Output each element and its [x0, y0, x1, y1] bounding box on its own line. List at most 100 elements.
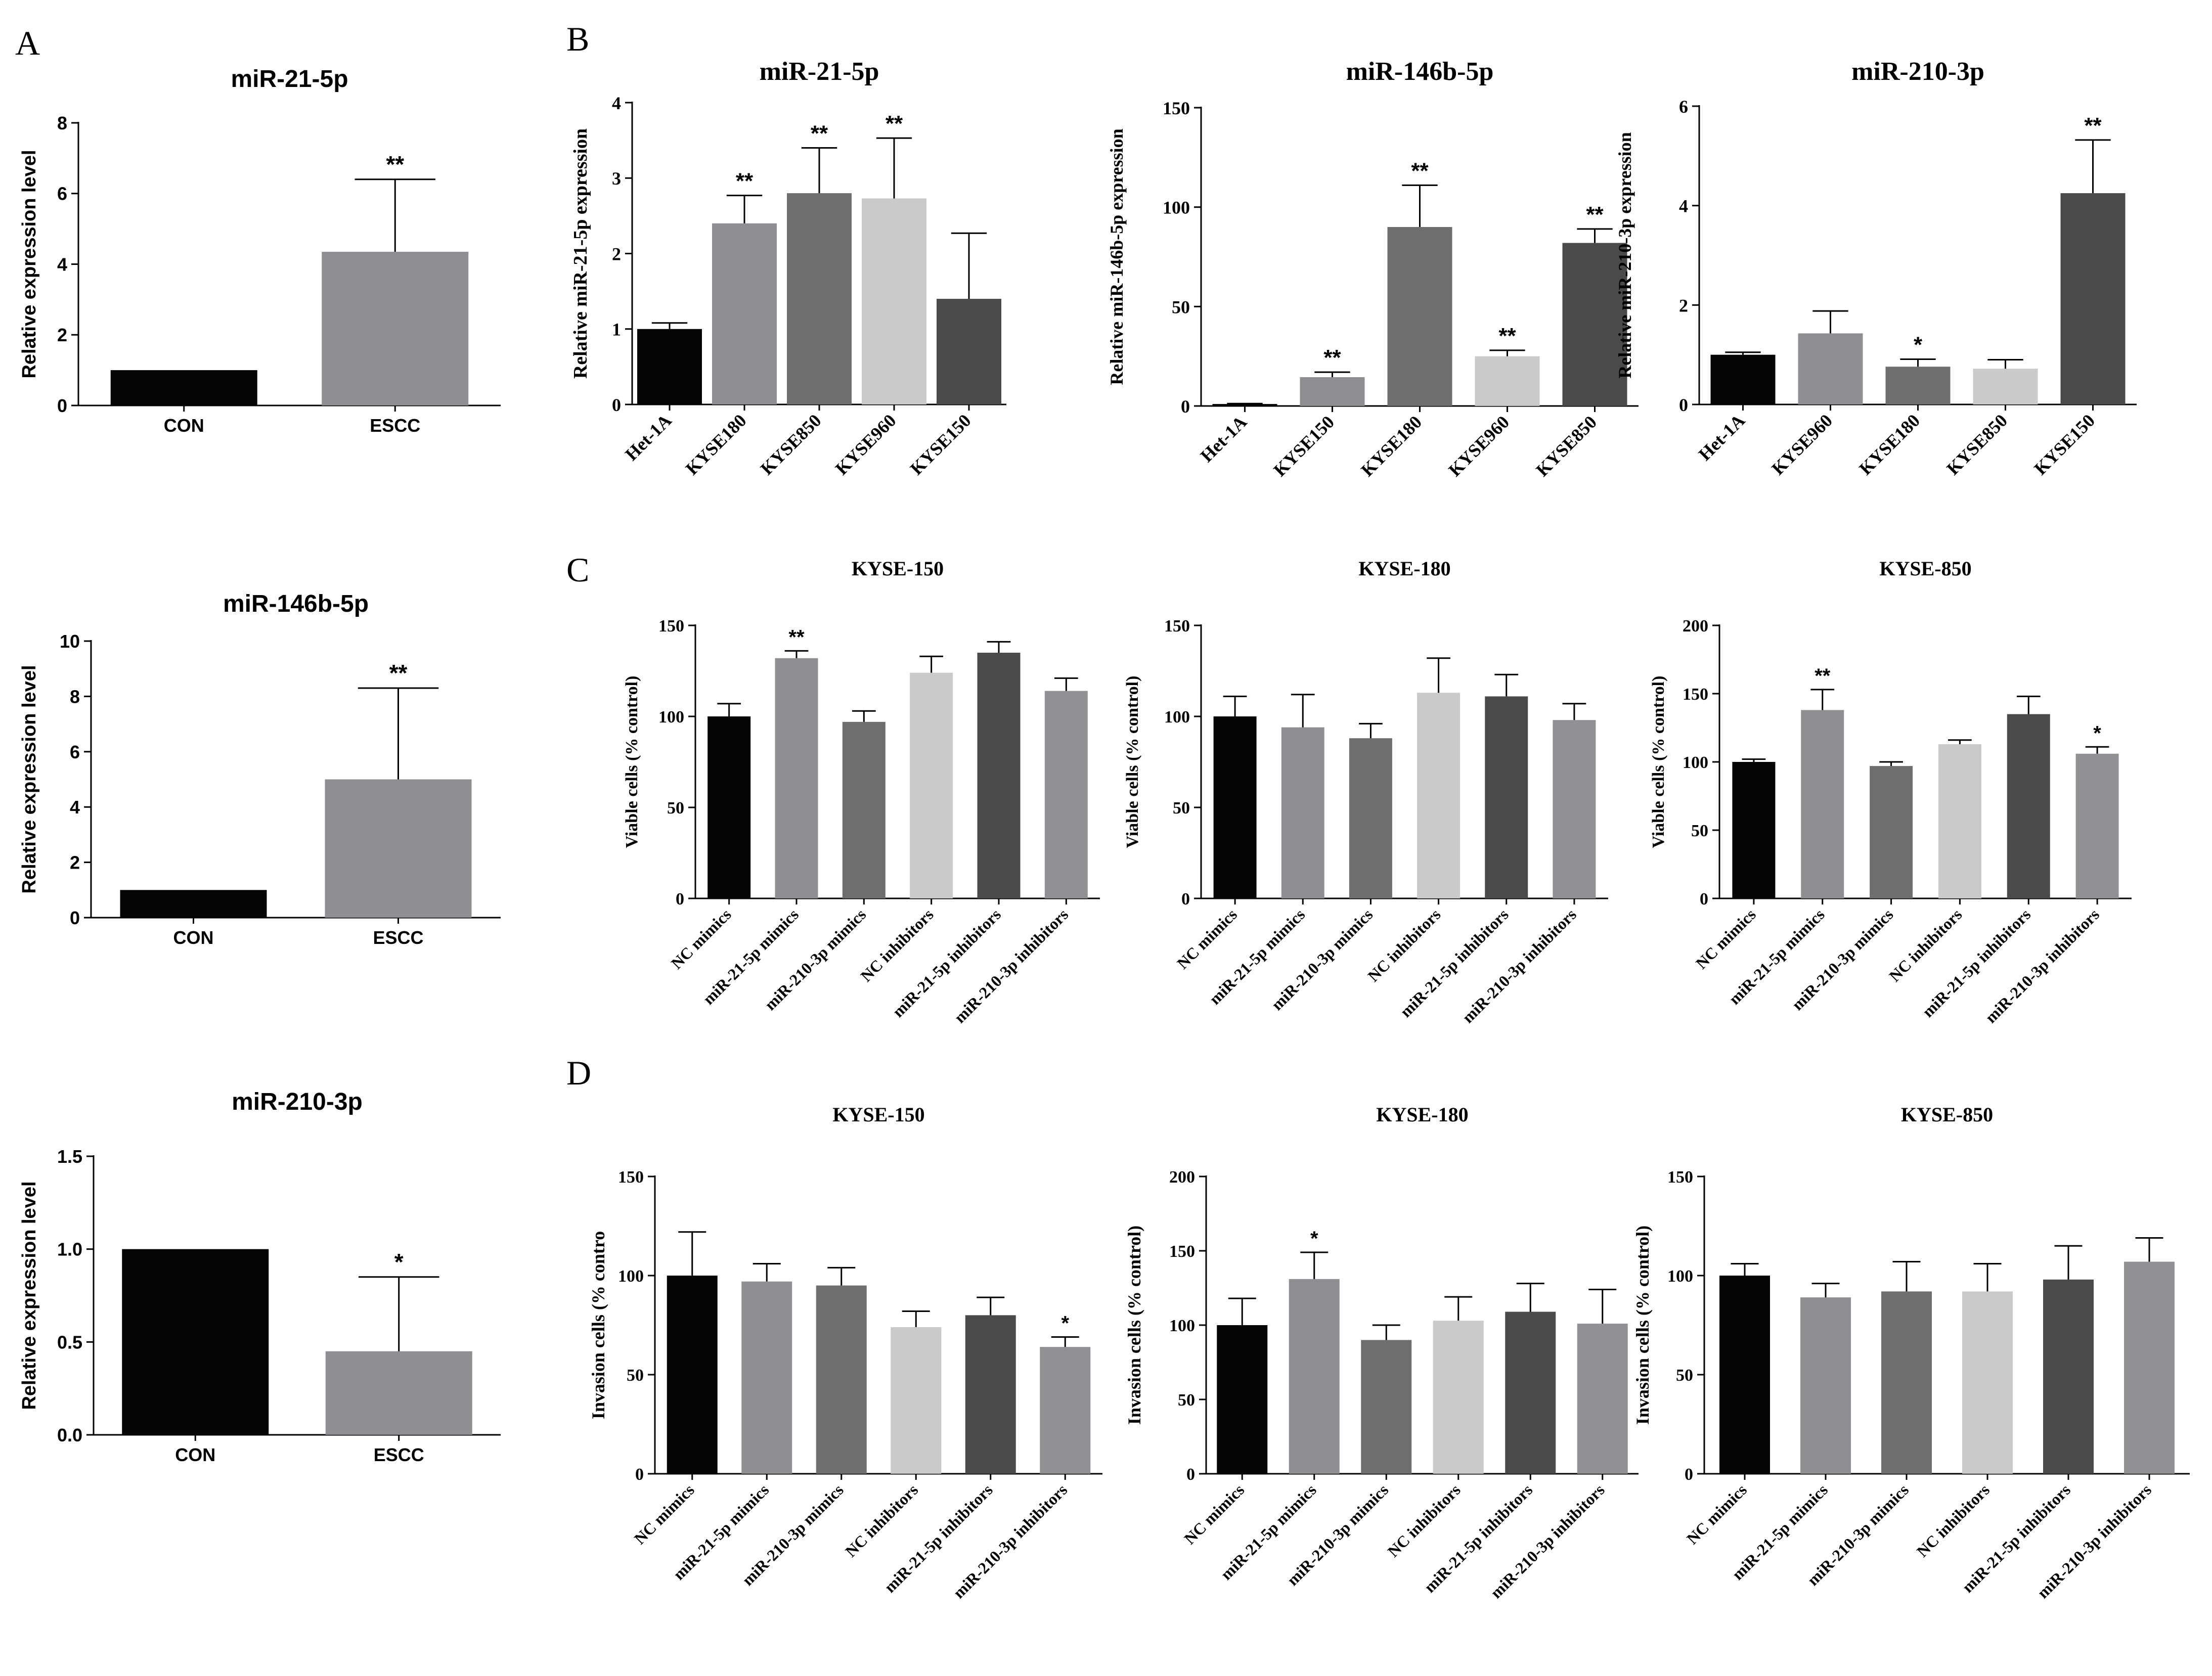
- y-tick-label-d3: 100: [1667, 1267, 1693, 1286]
- y-tick-label-c2: 50: [1173, 799, 1190, 818]
- bar-b3: [2060, 193, 2126, 404]
- y-tick-label-c1: 50: [667, 799, 684, 818]
- chart-title-a3: miR-210-3p: [232, 1089, 363, 1115]
- y-tick-label-b1: 0: [612, 395, 621, 415]
- chart-title-a2: miR-146b-5p: [223, 591, 369, 617]
- bar-c2: [1485, 696, 1528, 898]
- y-tick-label-b3: 2: [1679, 295, 1688, 315]
- category-label-a2: CON: [173, 927, 214, 948]
- bar-c1: [842, 721, 886, 898]
- bar-b2: [1300, 377, 1365, 406]
- chart-a2: miR-146b-5p Relative expression level 0 2 4 6…: [19, 591, 501, 948]
- y-axis-label-d1: Invasion cells (% contro: [588, 1231, 608, 1419]
- y-tick-label-a3: 0.5: [57, 1332, 82, 1352]
- y-axis-label-b1: Relative miR-21-5p expression: [570, 128, 591, 379]
- bar-d1: [816, 1285, 867, 1474]
- y-tick-label-c2: 150: [1164, 617, 1190, 636]
- bar-d3: [1881, 1291, 1932, 1474]
- bar-c3: [2007, 714, 2050, 898]
- y-tick-label-b1: 2: [612, 244, 621, 264]
- chart-title-c1: KYSE-150: [852, 557, 944, 580]
- bar-c1: [910, 672, 953, 898]
- bar-b2: [1475, 356, 1540, 406]
- y-tick-label-d2: 150: [1169, 1242, 1195, 1261]
- y-tick-label-c2: 0: [1181, 890, 1190, 909]
- bar-b1: [937, 299, 1001, 404]
- chart-title-b2: miR-146b-5p: [1346, 57, 1494, 86]
- bar-c3: [2075, 753, 2119, 898]
- bar-d1: [891, 1327, 942, 1474]
- bar-d3: [1962, 1291, 2013, 1474]
- chart-title-d2: KYSE-180: [1376, 1103, 1468, 1126]
- bar-b2: [1212, 404, 1277, 406]
- y-tick-label-a1: 0: [57, 395, 67, 416]
- y-tick-label-a2: 0: [70, 908, 80, 928]
- bar-c2: [1213, 716, 1257, 898]
- significance-marker-c3: *: [2093, 722, 2101, 744]
- significance-marker-b2: **: [1498, 324, 1516, 348]
- bar-d1: [741, 1281, 792, 1474]
- significance-marker-d2: *: [1310, 1228, 1318, 1250]
- y-tick-label-c1: 100: [658, 708, 684, 727]
- y-tick-label-b3: 0: [1679, 395, 1688, 415]
- significance-marker-b1: **: [736, 169, 754, 194]
- bar-b1: [637, 329, 702, 404]
- category-label-a3: ESCC: [374, 1444, 424, 1465]
- y-tick-label-d2: 50: [1178, 1391, 1195, 1410]
- bar-b1: [862, 198, 926, 404]
- bar-b2: [1387, 227, 1452, 406]
- chart-title-c2: KYSE-180: [1358, 557, 1450, 580]
- y-tick-label-a1: 8: [57, 113, 67, 133]
- y-tick-label-c3: 100: [1683, 753, 1708, 772]
- chart-title-d1: KYSE-150: [832, 1103, 924, 1126]
- bar-d1: [965, 1315, 1016, 1474]
- bar-b3: [1710, 354, 1776, 404]
- y-axis-label-b3: Relative miR-210-3p expression: [1615, 132, 1635, 378]
- chart-title-a1: miR-21-5p: [231, 66, 348, 93]
- significance-marker-d1: *: [1061, 1312, 1069, 1335]
- y-tick-label-a2: 4: [70, 797, 80, 818]
- bar-c1: [1044, 691, 1088, 898]
- bar-d3: [2043, 1279, 2094, 1474]
- bar-b3: [1798, 333, 1863, 404]
- y-axis-label-c3: Viable cells (% control): [1649, 676, 1668, 848]
- y-tick-label-a2: 2: [70, 852, 80, 873]
- bar-d2: [1505, 1311, 1556, 1474]
- y-tick-label-d2: 100: [1169, 1317, 1195, 1335]
- chart-a1: miR-21-5p Relative expression level 0 2 4 6 8 C…: [19, 66, 501, 436]
- y-tick-label-b3: 4: [1679, 196, 1688, 216]
- chart-a3: miR-210-3p Relative expression level 0.0 0.…: [19, 1089, 501, 1465]
- bar-c3: [1732, 762, 1776, 898]
- bar-d3: [1719, 1276, 1770, 1474]
- y-tick-label-a1: 4: [57, 254, 67, 275]
- y-tick-label-a1: 2: [57, 325, 67, 345]
- bar-a3: [325, 1351, 472, 1435]
- y-axis-label-d2: Invasion cells (% control): [1124, 1226, 1144, 1425]
- y-tick-label-b1: 3: [612, 168, 621, 189]
- significance-marker-b2: **: [1586, 202, 1604, 227]
- y-tick-label-b2: 50: [1172, 297, 1190, 317]
- bar-d1: [667, 1276, 718, 1474]
- y-tick-label-a1: 6: [57, 184, 67, 204]
- panel-label-b: B: [566, 20, 589, 58]
- y-tick-label-b3: 6: [1679, 97, 1688, 117]
- bar-c2: [1417, 693, 1461, 898]
- bar-c1: [707, 716, 751, 898]
- category-label-a1: CON: [164, 415, 204, 436]
- panel-label-d: D: [566, 1054, 591, 1092]
- chart-title-b1: miR-21-5p: [760, 57, 879, 86]
- y-tick-label-d1: 0: [635, 1465, 644, 1484]
- bar-a2: [325, 779, 472, 918]
- y-tick-label-d2: 200: [1169, 1168, 1195, 1187]
- y-axis-label-d3: Invasion cells (% control): [1632, 1226, 1653, 1425]
- y-tick-label-c3: 0: [1700, 890, 1708, 909]
- panel-label-c: C: [566, 551, 589, 589]
- y-tick-label-d3: 50: [1676, 1366, 1693, 1385]
- y-axis-label-c2: Viable cells (% control): [1123, 676, 1142, 848]
- y-tick-label-c2: 100: [1164, 708, 1190, 727]
- y-axis-label-a1: Relative expression level: [19, 150, 40, 378]
- y-tick-label-a3: 1.0: [57, 1239, 82, 1260]
- significance-marker-a2: **: [389, 660, 408, 686]
- y-tick-label-c1: 0: [676, 890, 684, 909]
- significance-marker-b2: **: [1323, 345, 1341, 370]
